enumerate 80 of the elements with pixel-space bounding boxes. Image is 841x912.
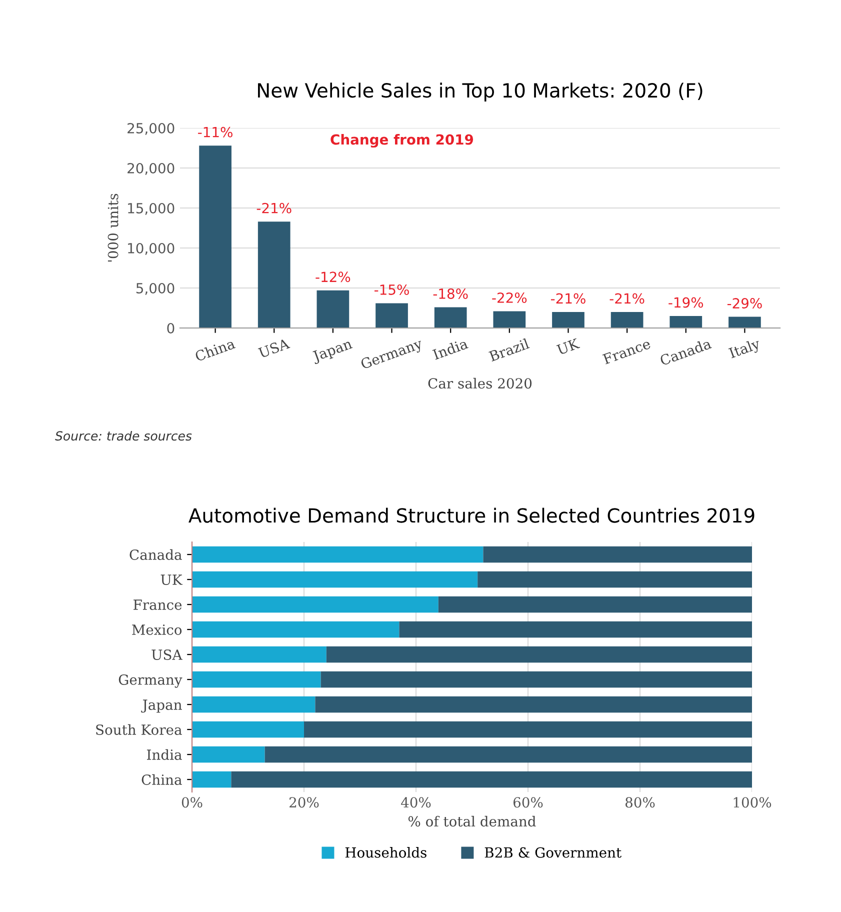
bar <box>192 621 400 638</box>
bar <box>610 312 644 328</box>
bar <box>399 621 752 638</box>
bar <box>316 290 350 328</box>
annotation: -19% <box>668 297 704 308</box>
y-tick-label: India <box>147 749 182 760</box>
x-tick-label: Italy <box>728 338 762 362</box>
x-tick-label: 40% <box>400 797 431 808</box>
y-tick-label: 10,000 <box>128 242 174 255</box>
bar <box>320 671 752 688</box>
annotation: -21% <box>550 293 586 304</box>
x-tick-label: Japan <box>310 338 354 364</box>
bar <box>552 312 584 328</box>
bar <box>304 721 752 738</box>
bar <box>434 307 467 328</box>
bar <box>192 546 484 563</box>
bar <box>478 571 752 588</box>
y-axis-title: '000 units <box>108 194 118 262</box>
bar <box>483 546 752 563</box>
bar <box>192 671 321 688</box>
bar <box>728 316 761 328</box>
x-tick-label: Canada <box>659 338 712 366</box>
bar <box>258 222 290 328</box>
annotation: -21% <box>610 293 644 304</box>
bar <box>192 771 232 788</box>
bar <box>231 771 752 788</box>
y-tick-label: South Korea <box>96 724 182 735</box>
y-tick-label: Germany <box>118 674 182 688</box>
y-tick-label: France <box>134 600 182 610</box>
y-tick-label: 5,000 <box>136 282 174 295</box>
annotation: -22% <box>492 292 527 303</box>
bar <box>199 146 232 328</box>
x-tick-label: Brazil <box>488 338 530 362</box>
chart-title: New Vehicle Sales in Top 10 Markets: 2020 (F) <box>258 82 702 102</box>
x-tick-label: France <box>602 338 652 364</box>
x-tick-label: UK <box>556 338 580 356</box>
x-axis-title: Car sales 2020 <box>428 378 532 389</box>
y-tick-label: Mexico <box>132 624 182 635</box>
x-tick-label: USA <box>258 338 290 358</box>
x-tick-label: China <box>194 338 236 362</box>
x-tick-label: 20% <box>290 797 319 808</box>
x-tick-label: India <box>432 338 469 360</box>
bar <box>192 721 304 738</box>
x-axis-title: % of total demand <box>408 816 536 827</box>
y-tick-label: 25,000 <box>128 122 174 135</box>
bar <box>192 746 265 763</box>
x-tick-label: 0% <box>182 797 202 808</box>
y-tick-label: 0 <box>167 322 174 334</box>
legend-label: Households <box>345 847 426 858</box>
y-tick-label: Canada <box>130 549 182 560</box>
bar <box>192 646 326 663</box>
y-tick-label: UK <box>160 574 182 585</box>
y-tick-label: USA <box>152 649 182 660</box>
annotation: -21% <box>256 202 292 214</box>
bar <box>192 571 478 588</box>
annotation: -15% <box>374 284 409 295</box>
bar <box>326 646 752 663</box>
bar <box>264 746 752 763</box>
annotation: -18% <box>433 288 468 299</box>
bar <box>192 596 438 613</box>
bar <box>438 596 752 613</box>
bar <box>670 316 702 328</box>
annotation: -11% <box>198 126 232 138</box>
x-tick-label: 60% <box>513 797 543 808</box>
annotation: -12% <box>316 272 350 282</box>
y-tick-label: Japan <box>141 700 182 713</box>
bar <box>376 303 408 328</box>
x-tick-label: 100% <box>734 797 772 808</box>
y-tick-label: 20,000 <box>128 162 174 175</box>
bar <box>493 311 526 328</box>
legend-label: B2B & Government <box>484 847 622 858</box>
bar <box>315 696 752 713</box>
bar <box>192 696 316 713</box>
x-tick-label: 80% <box>625 797 655 808</box>
y-tick-label: 15,000 <box>128 202 174 215</box>
annotation: Change from 2019 <box>330 134 474 148</box>
source-note: Source: trade sources <box>55 430 192 441</box>
chart-title: Automotive Demand Structure in Selected Countries 2019 <box>188 508 754 523</box>
y-tick-label: China <box>142 774 182 785</box>
annotation: -29% <box>727 298 762 309</box>
